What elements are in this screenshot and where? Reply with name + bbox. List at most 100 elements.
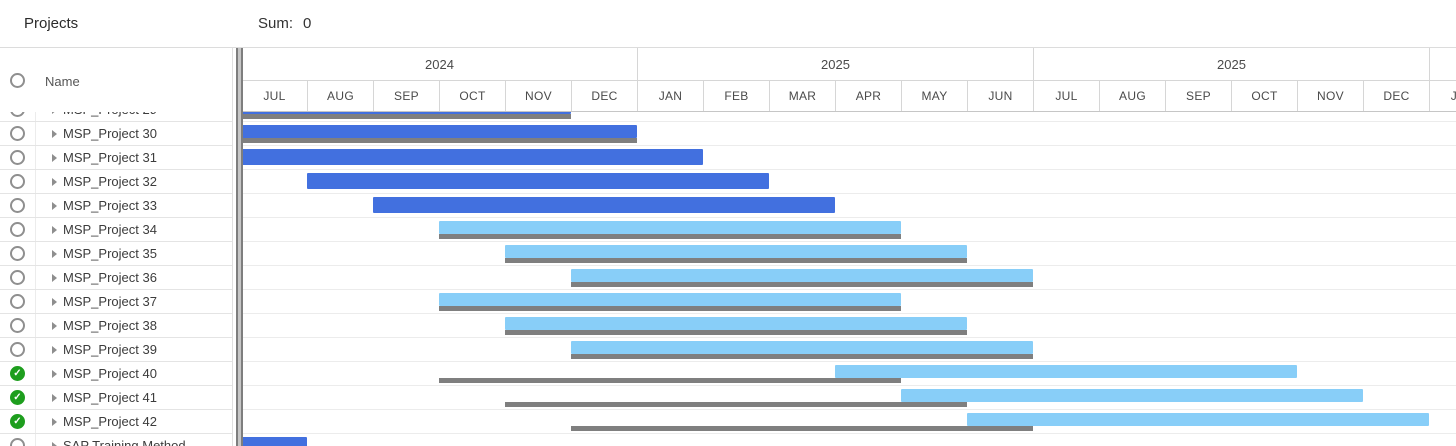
gantt-chart: 2024 2025 2025 JUL AUG SEP OCT NOV DEC JAN FEB MAR… — [243, 48, 1456, 446]
expand-arrow-icon[interactable] — [52, 322, 57, 330]
baseline-bar — [243, 138, 637, 143]
column-divider — [35, 410, 36, 433]
project-row[interactable]: ✓ MSP_Project 42 — [0, 410, 232, 434]
gantt-bar[interactable] — [571, 269, 1033, 282]
project-name: MSP_Project 39 — [63, 342, 157, 357]
month-label: APR — [835, 81, 901, 111]
expand-arrow-icon[interactable] — [52, 418, 57, 426]
project-radio[interactable] — [10, 222, 25, 237]
project-radio[interactable] — [10, 318, 25, 333]
project-name: MSP_Project 34 — [63, 222, 157, 237]
project-name: MSP_Project 33 — [63, 198, 157, 213]
month-label: OCT — [1231, 81, 1297, 111]
expand-arrow-icon[interactable] — [52, 370, 57, 378]
timeline-header: 2024 2025 2025 JUL AUG SEP OCT NOV DEC JAN FEB MAR… — [243, 48, 1456, 112]
gantt-bar[interactable] — [901, 389, 1363, 402]
month-label: JAN — [1429, 81, 1456, 111]
gantt-row — [243, 314, 1456, 338]
month-label: FEB — [703, 81, 769, 111]
project-row[interactable]: MSP_Project 34 — [0, 218, 232, 242]
project-row[interactable]: ✓ MSP_Project 40 — [0, 362, 232, 386]
gantt-bar[interactable] — [243, 112, 571, 114]
project-row[interactable]: MSP_Project 36 — [0, 266, 232, 290]
gantt-bar[interactable] — [243, 125, 637, 138]
project-radio[interactable] — [10, 112, 25, 117]
expand-arrow-icon[interactable] — [52, 226, 57, 234]
month-label: SEP — [373, 81, 439, 111]
column-divider — [35, 170, 36, 193]
expand-arrow-icon[interactable] — [52, 274, 57, 282]
gantt-row — [243, 122, 1456, 146]
gantt-bar[interactable] — [835, 365, 1297, 378]
project-row[interactable]: MSP_Project 35 — [0, 242, 232, 266]
year-group-label — [1429, 48, 1456, 80]
column-divider — [35, 290, 36, 313]
month-label: MAR — [769, 81, 835, 111]
gantt-bar[interactable] — [307, 173, 769, 189]
gantt-bar[interactable] — [373, 197, 835, 213]
column-divider — [35, 112, 36, 121]
gantt-row — [243, 386, 1456, 410]
completed-check-icon[interactable]: ✓ — [10, 390, 25, 405]
expand-arrow-icon[interactable] — [52, 154, 57, 162]
project-row[interactable]: SAP Training Method — [0, 434, 232, 446]
project-row[interactable]: MSP_Project 37 — [0, 290, 232, 314]
project-row[interactable]: MSP_Project 33 — [0, 194, 232, 218]
expand-arrow-icon[interactable] — [52, 112, 57, 114]
gantt-bar[interactable] — [505, 245, 967, 258]
project-row[interactable]: MSP_Project 39 — [0, 338, 232, 362]
project-name: MSP_Project 37 — [63, 294, 157, 309]
expand-arrow-icon[interactable] — [52, 442, 57, 446]
project-radio[interactable] — [10, 126, 25, 141]
select-all-radio[interactable] — [10, 73, 25, 88]
project-radio[interactable] — [10, 150, 25, 165]
gantt-row — [243, 242, 1456, 266]
project-row[interactable]: MSP_Project 38 — [0, 314, 232, 338]
column-divider — [35, 146, 36, 169]
baseline-bar — [439, 234, 901, 239]
column-divider — [35, 122, 36, 145]
project-row[interactable]: MSP_Project 32 — [0, 170, 232, 194]
toolbar: Projects Sum: 0 — [0, 0, 1456, 48]
project-radio[interactable] — [10, 246, 25, 261]
project-row[interactable]: MSP_Project 29 — [0, 112, 232, 122]
completed-check-icon[interactable]: ✓ — [10, 366, 25, 381]
baseline-bar — [505, 402, 967, 407]
project-radio[interactable] — [10, 438, 25, 446]
project-radio[interactable] — [10, 198, 25, 213]
project-radio[interactable] — [10, 342, 25, 357]
completed-check-icon[interactable]: ✓ — [10, 414, 25, 429]
project-list-panel: Name MSP_Project 29MSP_Project 30MSP_Pro… — [0, 48, 233, 446]
project-name: MSP_Project 35 — [63, 246, 157, 261]
name-column-header[interactable]: Name — [45, 74, 80, 89]
expand-arrow-icon[interactable] — [52, 298, 57, 306]
expand-arrow-icon[interactable] — [52, 202, 57, 210]
gantt-bar[interactable] — [439, 293, 901, 306]
project-row[interactable]: ✓ MSP_Project 41 — [0, 386, 232, 410]
gantt-bar[interactable] — [967, 413, 1429, 426]
expand-arrow-icon[interactable] — [52, 178, 57, 186]
project-radio[interactable] — [10, 174, 25, 189]
project-name: MSP_Project 29 — [63, 112, 157, 117]
gantt-bar[interactable] — [439, 221, 901, 234]
baseline-bar — [505, 330, 967, 335]
project-row[interactable]: MSP_Project 30 — [0, 122, 232, 146]
month-label: OCT — [439, 81, 505, 111]
gantt-bar[interactable] — [243, 437, 307, 446]
project-row[interactable]: MSP_Project 31 — [0, 146, 232, 170]
gantt-bar[interactable] — [243, 149, 703, 165]
project-radio[interactable] — [10, 294, 25, 309]
panel-resize-splitter[interactable] — [236, 48, 243, 446]
expand-arrow-icon[interactable] — [52, 394, 57, 402]
month-label: NOV — [505, 81, 571, 111]
project-name: MSP_Project 36 — [63, 270, 157, 285]
gantt-bar[interactable] — [571, 341, 1033, 354]
gantt-bar[interactable] — [505, 317, 967, 330]
project-radio[interactable] — [10, 270, 25, 285]
expand-arrow-icon[interactable] — [52, 346, 57, 354]
expand-arrow-icon[interactable] — [52, 250, 57, 258]
expand-arrow-icon[interactable] — [52, 130, 57, 138]
month-label: AUG — [307, 81, 373, 111]
gantt-row — [243, 194, 1456, 218]
month-label: DEC — [1363, 81, 1429, 111]
